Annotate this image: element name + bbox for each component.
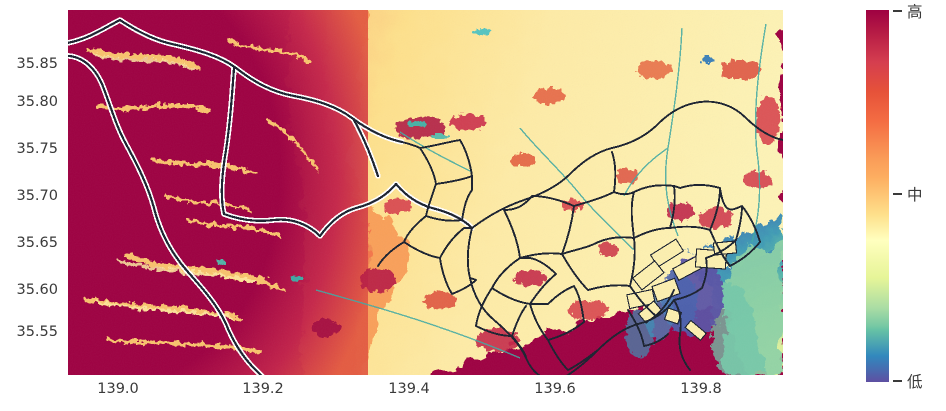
- x-tick-label-1: 139.2: [242, 381, 284, 397]
- x-tick-label-3: 139.6: [534, 381, 576, 397]
- raster-heatmap-layer: [68, 10, 783, 375]
- colorbar-label-low: 低: [907, 373, 923, 391]
- y-tick-label-0: 35.85: [16, 56, 58, 72]
- y-tick-label-4: 35.65: [16, 235, 58, 251]
- y-tick-label-5: 35.60: [16, 282, 58, 298]
- y-tick-label-6: 35.55: [16, 324, 58, 340]
- colorbar-label-high: 高: [907, 3, 923, 21]
- y-tick-label-1: 35.80: [16, 94, 58, 110]
- x-tick-label-4: 139.8: [680, 381, 722, 397]
- y-tick-label-2: 35.75: [16, 141, 58, 157]
- y-tick-label-3: 35.70: [16, 188, 58, 204]
- map-plot-area[interactable]: [68, 10, 783, 375]
- colorbar-tick-low: [893, 380, 902, 382]
- x-tick-label-0: 139.0: [97, 381, 139, 397]
- colorbar-gradient: [866, 10, 889, 382]
- x-tick-label-2: 139.4: [388, 381, 430, 397]
- colorbar-tick-mid: [893, 193, 902, 195]
- colorbar-tick-high: [893, 10, 902, 12]
- colorbar-label-mid: 中: [907, 186, 923, 204]
- colorbar[interactable]: [866, 10, 889, 382]
